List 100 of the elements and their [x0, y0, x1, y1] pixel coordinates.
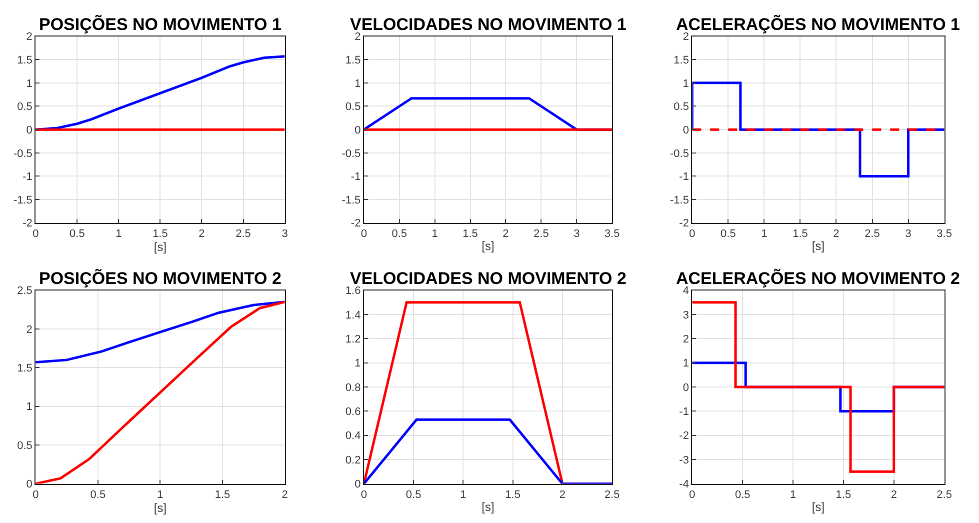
y-tick-label: -1 [22, 171, 32, 184]
x-axis-title: [s] [812, 500, 825, 514]
x-tick-label: 0.5 [70, 228, 85, 240]
x-tick-label: 3 [574, 228, 580, 240]
x-tick-label: 3.5 [936, 228, 952, 240]
y-tick-label: 0.2 [345, 454, 361, 466]
y-tick-label: 0.5 [17, 101, 32, 114]
x-axis-title: [s] [482, 238, 494, 253]
x-tick-label: 2.5 [936, 488, 952, 501]
chart-title: POSIÇÕES NO MOVIMENTO 2 [39, 268, 282, 288]
y-tick-label: 0 [354, 478, 361, 491]
x-tick-label: 0.5 [720, 228, 736, 240]
y-tick-label: 1.5 [674, 54, 689, 66]
y-tick-label: 0 [682, 124, 689, 136]
x-axis-title: [s] [154, 500, 167, 515]
x-tick-label: 1 [761, 228, 768, 240]
y-tick-label: -1 [679, 406, 689, 418]
y-tick-label: 0.6 [345, 406, 361, 418]
x-tick-label: 1 [432, 228, 438, 240]
y-tick-label: 0.8 [345, 382, 361, 394]
y-tick-label: 0.5 [345, 101, 361, 114]
x-tick-label: 2 [502, 228, 509, 240]
x-tick-label: 1.5 [505, 488, 520, 501]
x-tick-label: 1.5 [836, 488, 852, 501]
y-tick-label: 2 [682, 31, 689, 44]
x-tick-label: 2 [833, 228, 840, 240]
y-tick-label: -1.5 [342, 194, 361, 206]
y-tick-label: 1.4 [345, 309, 361, 322]
y-tick-label: 0.5 [674, 101, 689, 114]
y-tick-label: 1 [682, 78, 689, 90]
y-tick-label: 2 [26, 324, 32, 336]
y-tick-label: 0.5 [17, 440, 32, 452]
y-tick-label: 1.5 [17, 362, 32, 375]
y-tick-label: 0 [26, 124, 32, 136]
y-tick-label: 0.4 [345, 430, 361, 442]
y-tick-label: -0.5 [342, 148, 361, 160]
x-tick-label: 2 [198, 228, 205, 240]
chart-title: VELOCIDADES NO MOVIMENTO 2 [350, 269, 626, 288]
y-tick-label: 0 [682, 382, 689, 394]
y-tick-label: -1 [679, 171, 689, 184]
x-tick-label: 1 [460, 488, 466, 501]
y-tick-label: -1.5 [13, 194, 32, 206]
x-tick-label: 0.5 [392, 228, 407, 240]
x-tick-label: 2.5 [604, 488, 620, 501]
y-tick-label: -0.5 [13, 148, 32, 160]
y-tick-label: -1.5 [670, 194, 689, 206]
y-tick-label: 2 [682, 334, 689, 346]
y-tick-label: -3 [679, 454, 689, 466]
x-tick-label: 2 [559, 488, 566, 501]
y-tick-label: 1.5 [17, 54, 32, 66]
y-tick-label: -2 [350, 218, 361, 230]
x-tick-label: 0.5 [734, 488, 750, 501]
y-tick-label: 1 [354, 358, 361, 370]
x-tick-label: 1.5 [152, 228, 168, 240]
line-series [36, 55, 285, 131]
y-tick-label: 1.5 [345, 54, 361, 66]
x-tick-label: 1.5 [214, 488, 230, 501]
chart-title: ACELERAÇÕES NO MOVIMENTO 1 [676, 14, 960, 34]
y-tick-label: 1 [26, 78, 32, 90]
y-tick-label: 1 [26, 401, 32, 414]
y-tick-label: 2.5 [17, 285, 32, 298]
x-tick-label: 0.5 [90, 488, 106, 501]
y-tick-label: -0.5 [670, 148, 689, 160]
line-series [36, 300, 285, 364]
y-tick-label: 1 [682, 358, 689, 370]
x-tick-label: 2.5 [864, 228, 880, 240]
x-tick-label: 2.5 [236, 228, 251, 240]
x-tick-label: 1.5 [792, 228, 808, 240]
y-tick-label: 2 [354, 31, 361, 44]
x-axis-title: [s] [812, 238, 825, 253]
y-tick-label: -2 [679, 218, 689, 230]
y-tick-label: -4 [679, 478, 689, 491]
chart-title: POSIÇÕES NO MOVIMENTO 1 [39, 14, 282, 34]
x-tick-label: 3.5 [604, 228, 620, 240]
x-tick-label: 2 [282, 488, 288, 501]
y-tick-label: -2 [22, 218, 32, 230]
x-tick-label: 1.5 [462, 228, 478, 240]
x-axis-title: [s] [482, 500, 494, 514]
y-tick-label: 1.6 [345, 285, 361, 298]
x-tick-label: 2.5 [534, 228, 549, 240]
y-tick-label: 3 [682, 309, 689, 322]
y-tick-label: 1 [354, 78, 361, 90]
chart-title: VELOCIDADES NO MOVIMENTO 1 [350, 15, 626, 34]
y-tick-label: -1 [350, 171, 361, 184]
x-axis-title: [s] [154, 240, 167, 254]
y-tick-label: -2 [679, 430, 689, 442]
x-tick-label: 0.5 [406, 488, 422, 501]
x-tick-label: 3 [282, 228, 288, 240]
x-tick-label: 2 [890, 488, 897, 501]
chart-title: ACELERAÇÕES NO MOVIMENTO 2 [676, 268, 960, 288]
x-tick-label: 1 [157, 488, 164, 501]
x-tick-label: 3 [905, 228, 912, 240]
y-tick-label: 0 [26, 478, 32, 491]
y-tick-label: 0 [354, 124, 361, 136]
x-tick-label: 1 [116, 228, 122, 240]
line-series [36, 300, 285, 484]
x-tick-label: 1 [790, 488, 796, 501]
y-tick-label: 1.2 [345, 334, 361, 346]
y-tick-label: 2 [26, 31, 32, 44]
y-tick-label: 4 [682, 285, 689, 298]
